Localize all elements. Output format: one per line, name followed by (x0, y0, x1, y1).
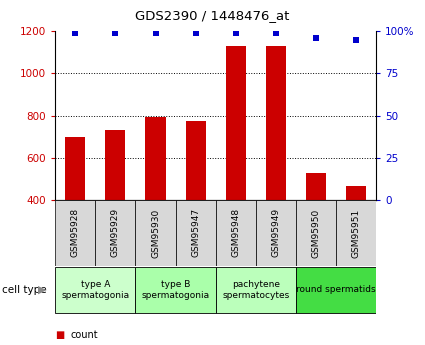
Bar (55, 267, 136, 313)
Bar (136, 267, 215, 313)
Text: ■: ■ (55, 330, 65, 339)
Point (232, 30, 239, 36)
Text: GSM95950: GSM95950 (312, 208, 320, 257)
Bar (256, 200, 296, 266)
Text: GSM95951: GSM95951 (351, 208, 360, 257)
Text: GSM95948: GSM95948 (231, 208, 240, 257)
Bar (336, 200, 376, 266)
Text: GSM95930: GSM95930 (151, 208, 160, 257)
Point (112, 30, 119, 36)
Point (192, 30, 199, 36)
Text: cell type: cell type (2, 285, 47, 295)
Bar (186, 121, 206, 200)
Bar (215, 267, 296, 313)
Point (152, 30, 159, 36)
Bar (296, 200, 336, 266)
Text: GSM95929: GSM95929 (111, 208, 120, 257)
Point (312, 35, 319, 41)
Point (272, 30, 279, 36)
Bar (136, 200, 176, 266)
Text: round spermatids: round spermatids (296, 285, 376, 294)
Bar (145, 117, 166, 200)
Bar (95, 200, 136, 266)
Bar (176, 200, 215, 266)
Text: ▶: ▶ (38, 285, 47, 295)
Text: GDS2390 / 1448476_at: GDS2390 / 1448476_at (135, 9, 290, 22)
Bar (306, 172, 326, 200)
Bar (105, 130, 125, 200)
Bar (266, 46, 286, 200)
Bar (65, 137, 85, 200)
Bar (226, 46, 246, 200)
Bar (55, 200, 95, 266)
Text: type B
spermatogonia: type B spermatogonia (142, 280, 210, 299)
Bar (215, 200, 256, 266)
Text: GSM95949: GSM95949 (271, 208, 280, 257)
Bar (296, 267, 376, 313)
Bar (346, 186, 366, 200)
Point (353, 37, 360, 42)
Text: type A
spermatogonia: type A spermatogonia (61, 280, 130, 299)
Point (72, 30, 79, 36)
Text: GSM95947: GSM95947 (191, 208, 200, 257)
Text: GSM95928: GSM95928 (71, 208, 80, 257)
Text: count: count (70, 330, 98, 339)
Text: pachytene
spermatocytes: pachytene spermatocytes (222, 280, 289, 299)
